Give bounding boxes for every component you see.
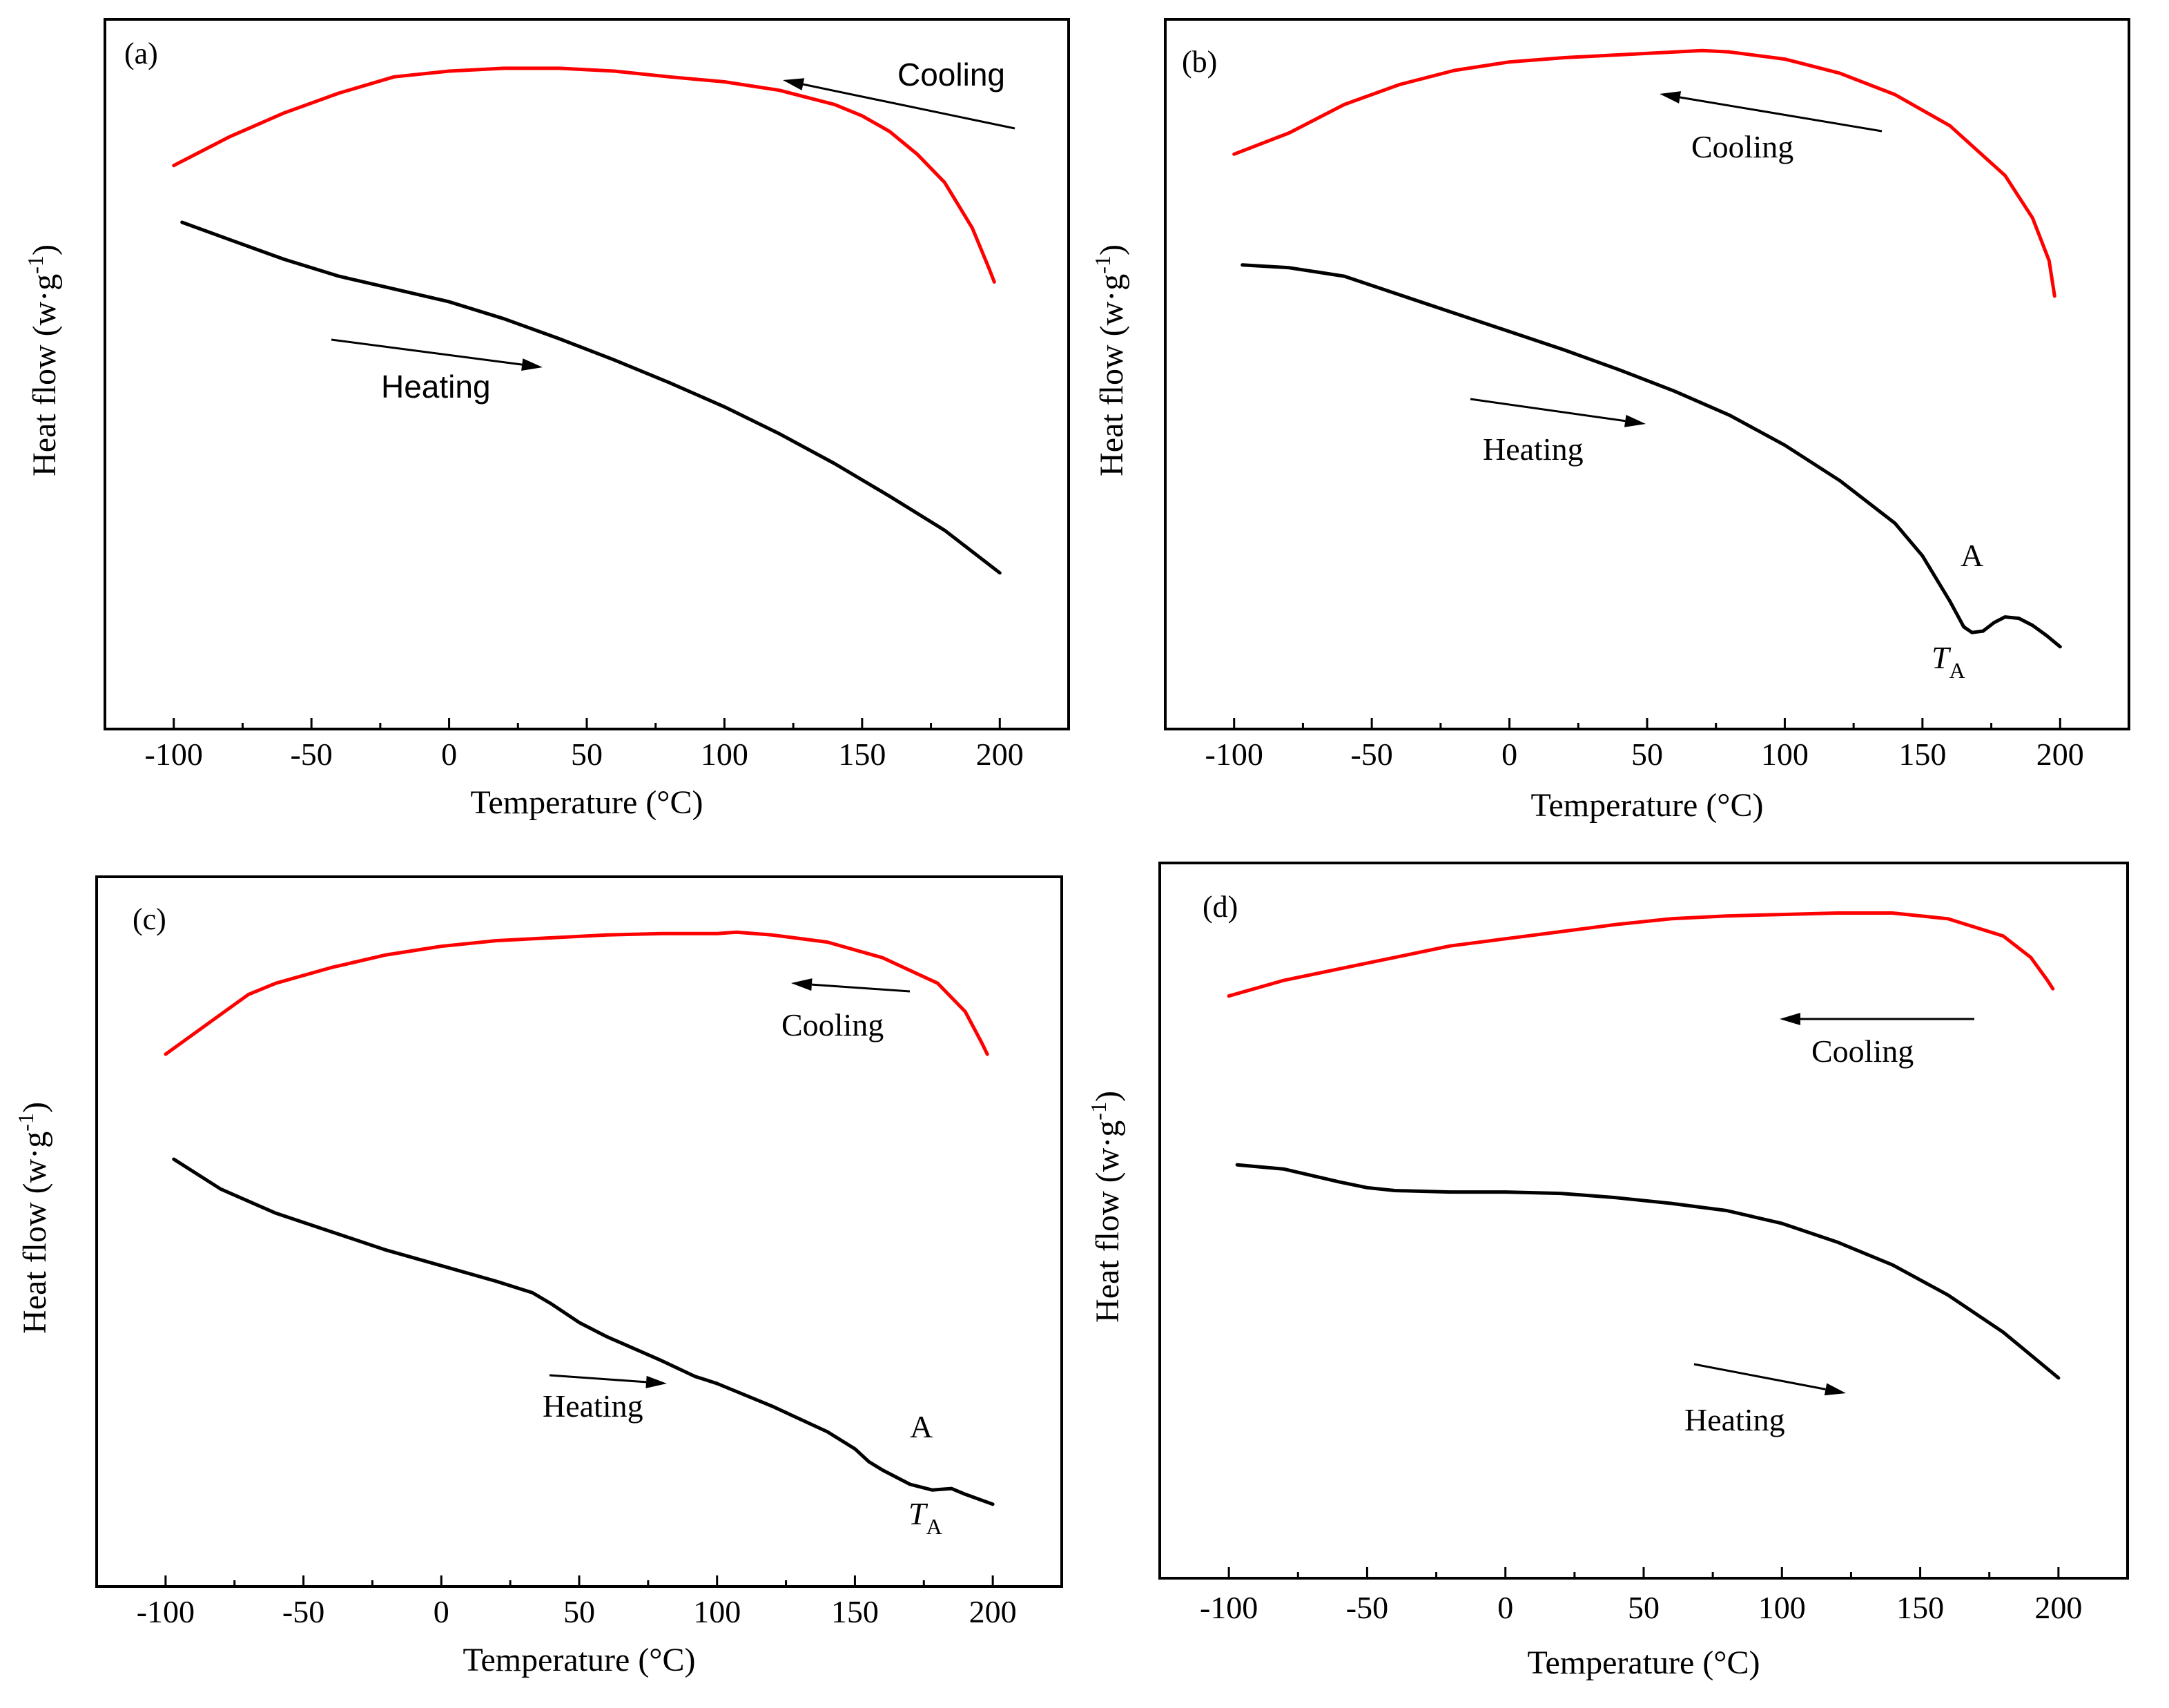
x-tick-label: 100	[693, 1594, 741, 1629]
cooling-arrow-head	[1660, 91, 1682, 104]
cooling-arrow-head	[791, 978, 813, 991]
x-tick-label: -50	[1350, 737, 1392, 772]
heating-label: Heating	[1684, 1402, 1785, 1437]
x-axis-d: -100 -50 0 50 100 150 200	[1200, 1567, 2082, 1625]
cooling-label: Cooling	[1811, 1033, 1914, 1069]
y-axis-title: Heat flow (w·g-1)	[23, 244, 63, 476]
x-tick-label: -100	[137, 1594, 195, 1629]
series-heating-line	[172, 1157, 995, 1506]
cooling-arrow-shaft	[803, 83, 1015, 130]
transition-label-a: A	[910, 1409, 933, 1444]
x-tick-label: 100	[1758, 1590, 1806, 1625]
transition-temperature-label: TA	[908, 1496, 942, 1539]
y-axis-title: Heat flow (w·g-1)	[13, 1102, 53, 1334]
heating-arrow	[331, 338, 543, 371]
heating-arrow-shaft	[549, 1374, 647, 1384]
x-tick-label: 50	[563, 1594, 595, 1629]
x-tick-label: -100	[1200, 1590, 1258, 1625]
cooling-arrow-shaft	[1680, 96, 1883, 133]
panel-b: -100 -50 0 50 100 150 200 Temperature (°C) Heat …	[1090, 18, 2130, 824]
heating-arrow-head	[521, 358, 543, 371]
cooling-label: Cooling	[1691, 129, 1793, 164]
y-axis-title: Heat flow (w·g-1)	[1090, 244, 1130, 476]
x-axis-title: Temperature (°C)	[470, 784, 703, 821]
x-tick-label: 200	[2034, 1590, 2082, 1625]
x-tick-label: 200	[969, 1594, 1017, 1629]
heating-label: Heating	[1483, 431, 1584, 467]
panel-a: -100 -50 0 50 100 150 200 Temperature (°C) Heat …	[23, 18, 1070, 821]
x-tick-label: 200	[2036, 737, 2084, 772]
x-axis-title: Temperature (°C)	[463, 1642, 695, 1678]
x-axis-b: -100 -50 0 50 100 150 200	[1205, 718, 2084, 772]
heating-arrow-shaft	[331, 338, 523, 366]
panel-label: (c)	[133, 902, 166, 936]
heating-label: Heating	[543, 1388, 643, 1424]
x-tick-label: 0	[1501, 737, 1517, 772]
panel-c: -100 -50 0 50 100 150 200 Temperature (°C) Heat …	[13, 875, 1063, 1678]
series-heating-line	[1241, 263, 2062, 649]
x-tick-label: 0	[441, 737, 457, 772]
panel-label: (a)	[124, 37, 158, 70]
cooling-arrow	[1780, 1013, 1974, 1025]
x-tick-label: 50	[571, 737, 603, 772]
transition-temperature-label: TA	[1932, 640, 1965, 683]
cooling-arrow	[1660, 91, 1883, 133]
x-tick-label: 200	[976, 737, 1024, 772]
x-tick-label: 0	[1497, 1590, 1513, 1625]
cooling-label: Cooling	[897, 57, 1005, 93]
x-tick-label: -100	[1205, 737, 1263, 772]
x-axis-c: -100 -50 0 50 100 150 200	[137, 1575, 1017, 1629]
heating-arrow-head	[645, 1375, 667, 1388]
heating-arrow-shaft	[1470, 398, 1626, 423]
cooling-label: Cooling	[781, 1007, 884, 1042]
heating-arrow	[1693, 1363, 1846, 1396]
heating-arrow	[1470, 398, 1646, 427]
transition-label-a: A	[1961, 538, 1983, 573]
x-tick-label: -50	[290, 737, 332, 772]
y-axis-title: Heat flow (w·g-1)	[1086, 1091, 1126, 1323]
series-cooling-line	[164, 930, 989, 1056]
x-tick-label: 0	[434, 1594, 449, 1629]
heating-arrow-shaft	[1693, 1363, 1826, 1390]
x-tick-label: 100	[701, 737, 748, 772]
series-heating-line	[180, 220, 1002, 575]
panel-d: -100 -50 0 50 100 150 200 Temperature (°C) Heat …	[1086, 862, 2129, 1681]
x-tick-label: 50	[1628, 1590, 1660, 1625]
x-axis-a: -100 -50 0 50 100 150 200	[145, 718, 1024, 772]
heating-arrow-head	[1624, 414, 1646, 427]
x-axis-title: Temperature (°C)	[1527, 1644, 1760, 1681]
x-tick-label: -50	[282, 1594, 324, 1629]
x-tick-label: -50	[1346, 1590, 1388, 1625]
series-cooling-line	[1232, 48, 2056, 298]
x-tick-label: 150	[1896, 1590, 1944, 1625]
heating-arrow	[549, 1374, 667, 1388]
x-tick-label: 150	[1898, 737, 1946, 772]
cooling-arrow	[791, 978, 911, 993]
x-tick-label: -100	[145, 737, 203, 772]
panel-label: (b)	[1182, 45, 1217, 79]
x-tick-label: 150	[831, 1594, 879, 1629]
x-tick-label: 100	[1761, 737, 1809, 772]
x-axis-title: Temperature (°C)	[1530, 787, 1763, 824]
panel-label: (d)	[1203, 890, 1238, 924]
series-heating-line	[1235, 1163, 2061, 1380]
heating-label: Heating	[381, 369, 491, 405]
cooling-arrow-shaft	[811, 983, 911, 993]
series-cooling-line	[1227, 911, 2055, 998]
x-tick-label: 50	[1631, 737, 1663, 772]
cooling-arrow-head	[783, 78, 805, 90]
cooling-arrow	[783, 78, 1015, 130]
cooling-arrow-head	[1780, 1013, 1800, 1025]
series-cooling-line	[172, 66, 996, 284]
heating-arrow-head	[1824, 1383, 1846, 1396]
x-tick-label: 150	[838, 737, 886, 772]
